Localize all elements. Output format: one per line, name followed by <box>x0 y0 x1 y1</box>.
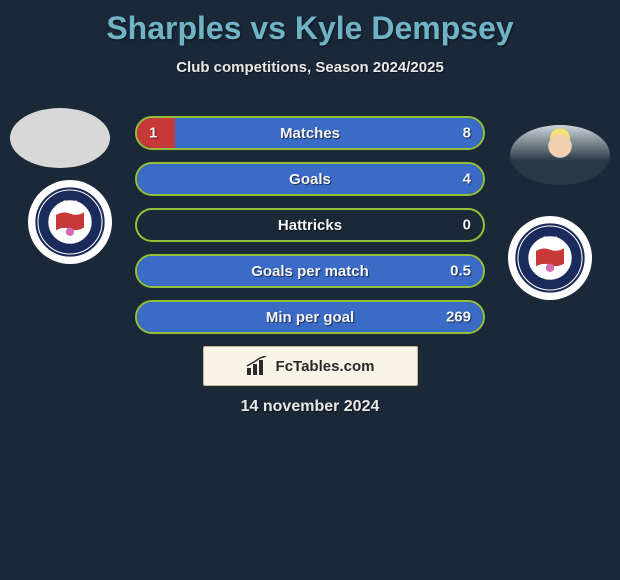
page-title: Sharples vs Kyle Dempsey <box>0 10 620 47</box>
stat-value-right: 8 <box>463 125 471 142</box>
player-photo-left <box>10 108 110 168</box>
bwfc-badge-icon: BW FC <box>515 223 585 293</box>
stat-value-left: 1 <box>149 125 157 142</box>
svg-text:BW: BW <box>63 199 77 209</box>
svg-text:BW: BW <box>543 235 557 245</box>
subtitle: Club competitions, Season 2024/2025 <box>0 59 620 76</box>
bar-chart-icon <box>246 356 270 376</box>
stat-row: Goals 4 <box>135 162 485 196</box>
stat-label: Min per goal <box>266 309 354 326</box>
club-badge-right: BW FC <box>508 216 592 300</box>
stat-label: Goals <box>289 171 331 188</box>
watermark: FcTables.com <box>203 346 418 386</box>
svg-text:FC: FC <box>64 235 75 245</box>
svg-text:FC: FC <box>544 271 555 281</box>
stat-value-right: 269 <box>446 309 471 326</box>
player-photo-right <box>510 125 610 185</box>
stat-row: Hattricks 0 <box>135 208 485 242</box>
watermark-text: FcTables.com <box>276 358 375 375</box>
stat-row: Min per goal 269 <box>135 300 485 334</box>
stat-label: Goals per match <box>251 263 369 280</box>
stat-value-right: 0 <box>463 217 471 234</box>
stat-row: Goals per match 0.5 <box>135 254 485 288</box>
stat-value-right: 0.5 <box>450 263 471 280</box>
stat-label: Matches <box>280 125 340 142</box>
club-badge-left: BW FC <box>28 180 112 264</box>
stat-label: Hattricks <box>278 217 342 234</box>
bwfc-badge-icon: BW FC <box>35 187 105 257</box>
stat-rows: 1 Matches 8 Goals 4 Hattricks 0 Goals per match… <box>135 116 485 334</box>
comparison-card: Sharples vs Kyle Dempsey Club competitio… <box>0 0 620 416</box>
date-label: 14 november 2024 <box>0 398 620 416</box>
stat-value-right: 4 <box>463 171 471 188</box>
stat-row: 1 Matches 8 <box>135 116 485 150</box>
